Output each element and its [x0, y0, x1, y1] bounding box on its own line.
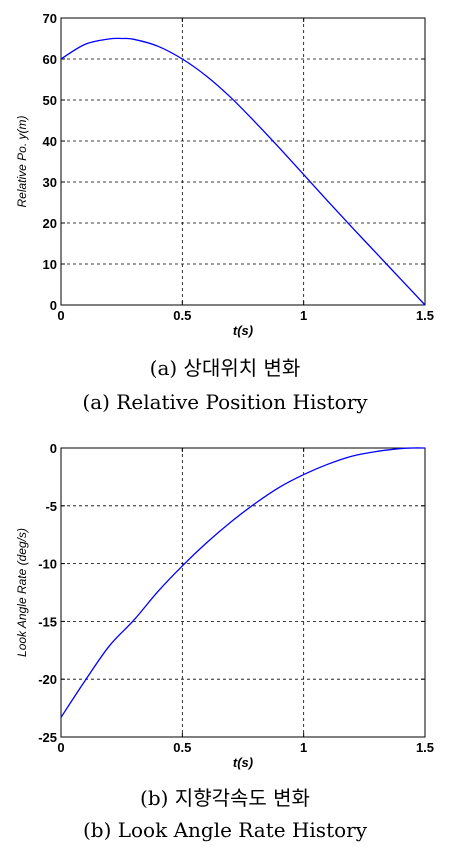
data-point — [255, 503, 256, 504]
data-point — [133, 620, 134, 621]
x-axis-label: t(s) — [233, 755, 253, 770]
series-line — [60, 37, 426, 306]
x-tick-label: 1.5 — [416, 308, 434, 323]
data-point — [133, 39, 134, 40]
data-point — [206, 76, 207, 77]
plot-frame — [60, 447, 426, 738]
data-point — [412, 447, 413, 448]
y-tick-label: 30 — [43, 175, 57, 190]
data-point — [206, 542, 207, 543]
x-tick-label: 0.5 — [173, 308, 191, 323]
data-point — [121, 38, 122, 39]
data-point — [352, 227, 353, 228]
caption-b-english: (b) Look Angle Rate History — [82, 818, 368, 842]
data-point — [182, 565, 183, 566]
data-point — [182, 58, 183, 59]
caption-a-english: (a) Relative Position History — [82, 390, 368, 414]
y-tick-label: 70 — [43, 11, 57, 26]
x-tick-label: 0 — [57, 308, 64, 323]
series-line — [60, 447, 426, 718]
x-tick-label: 1 — [300, 740, 307, 755]
y-tick-label: 0 — [50, 441, 57, 456]
data-point — [327, 201, 328, 202]
y-axis-label: Look Angle Rate (deg/s) — [15, 528, 29, 657]
data-point — [85, 680, 86, 681]
x-tick-label: 0 — [57, 740, 64, 755]
data-point — [376, 451, 377, 452]
data-point — [352, 455, 353, 456]
data-point — [376, 253, 377, 254]
look-angle-rate-chart: 0 0.5 1 1.5 -25 -20 -15 -10 -5 0 t(s) Look Angle Ra… — [15, 441, 434, 770]
data-point — [327, 464, 328, 465]
data-point — [109, 645, 110, 646]
y-tick-label: 50 — [43, 93, 57, 108]
x-tick-label: 1.5 — [416, 740, 434, 755]
data-point — [400, 279, 401, 280]
y-tick-label: 60 — [43, 52, 57, 67]
data-point — [400, 448, 401, 449]
data-point — [303, 174, 304, 175]
caption-b-korean: (b) 지향각속도 변화 — [140, 786, 310, 810]
data-point — [230, 97, 231, 98]
data-point — [255, 122, 256, 123]
data-point — [60, 717, 61, 718]
y-tick-label: -5 — [45, 499, 57, 514]
data-point — [60, 58, 61, 59]
y-tick-label: 0 — [50, 298, 57, 313]
data-point — [85, 44, 86, 45]
data-point — [157, 46, 158, 47]
data-point — [109, 38, 110, 39]
y-tick-label: 20 — [43, 216, 57, 231]
data-point — [230, 521, 231, 522]
y-tick-label: -15 — [38, 614, 57, 629]
y-tick-label: -25 — [38, 730, 57, 745]
data-point — [303, 474, 304, 475]
y-axis-label: Relative Po. y(m) — [15, 115, 29, 207]
data-point — [157, 591, 158, 592]
y-tick-label: 10 — [43, 257, 57, 272]
x-tick-label: 0.5 — [173, 740, 191, 755]
y-tick-label: -20 — [38, 672, 57, 687]
data-point — [424, 304, 425, 305]
x-tick-label: 1 — [300, 308, 307, 323]
y-tick-label: -10 — [38, 557, 57, 572]
data-point — [279, 487, 280, 488]
data-point — [279, 147, 280, 148]
data-point — [424, 447, 425, 448]
y-tick-label: 40 — [43, 134, 57, 149]
relative-position-chart: 0 0.5 1 1.5 0 10 20 30 40 50 60 70 t(s) Relative Po. … — [15, 11, 434, 338]
plot-frame — [60, 17, 426, 306]
caption-a-korean: (a) 상대위치 변화 — [149, 356, 301, 380]
x-axis-label: t(s) — [233, 323, 253, 338]
